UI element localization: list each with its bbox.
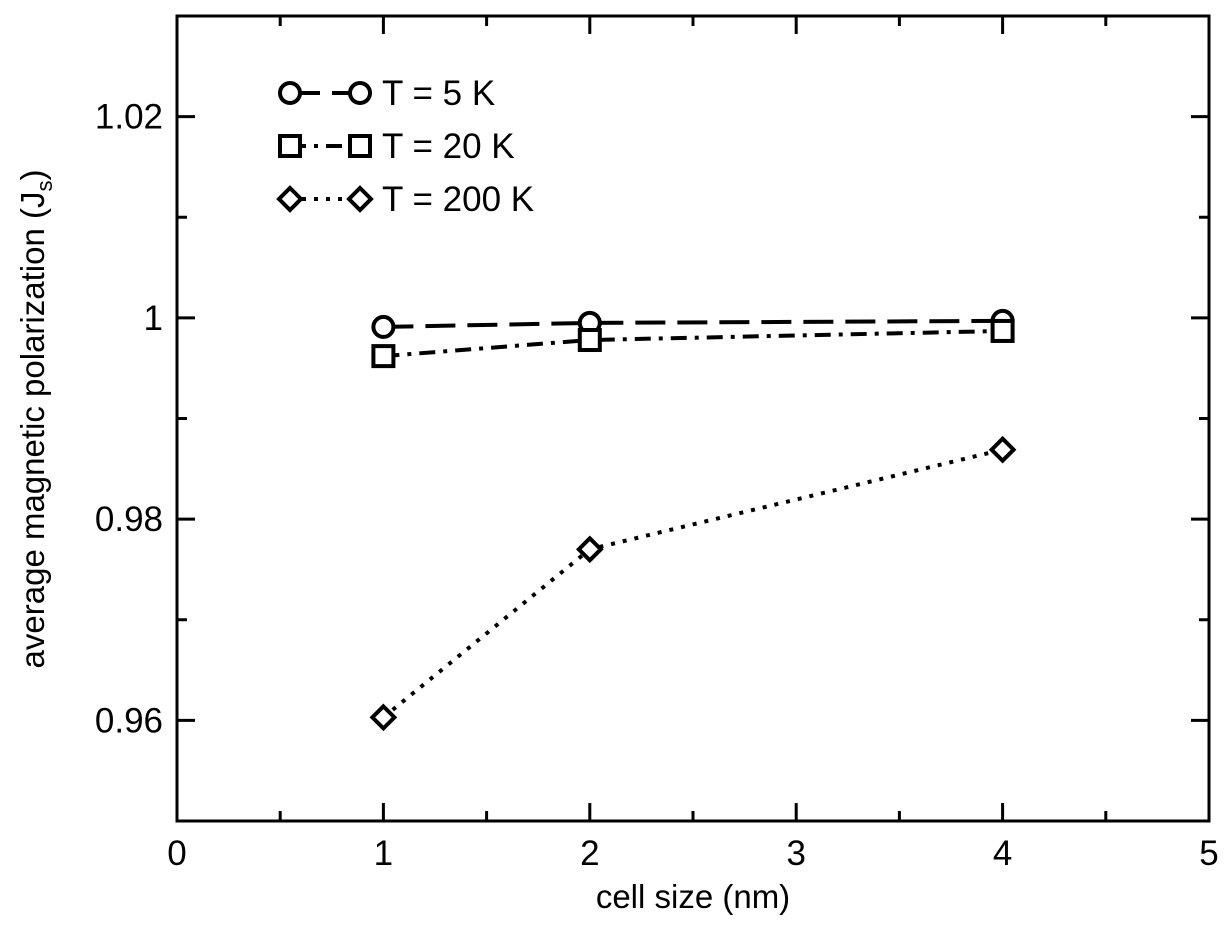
series-lines xyxy=(382,318,1004,719)
y-tick-label: 0.98 xyxy=(95,500,163,539)
legend-marker-3 xyxy=(276,185,304,213)
x-tick-label: 3 xyxy=(786,834,805,873)
x-tick-label: 5 xyxy=(1199,834,1218,873)
series-1-point xyxy=(371,314,396,339)
series-markers xyxy=(369,308,1017,732)
x-tick-label: 1 xyxy=(374,834,393,873)
tick-marks xyxy=(175,16,1211,821)
legend-marker-1 xyxy=(278,81,302,105)
series-line-3 xyxy=(382,447,1004,719)
legend-label-3: T = 200 K xyxy=(382,180,534,219)
legend: T = 5 K T = 20 K T = 200 K xyxy=(276,74,534,219)
plot-frame xyxy=(175,14,1211,823)
series-2-point xyxy=(990,318,1015,343)
legend-marker-3 xyxy=(346,185,374,213)
legend-label-1: T = 5 K xyxy=(382,74,495,113)
x-tick-label: 4 xyxy=(993,834,1012,873)
x-tick-label: 0 xyxy=(167,834,186,873)
y-axis-label-subscript: s xyxy=(32,181,57,192)
series-line-1 xyxy=(383,318,1003,329)
x-axis-label: cell size (nm) xyxy=(596,878,790,915)
y-tick-label: 0.96 xyxy=(95,701,163,740)
series-line-2 xyxy=(383,328,1003,359)
y-tick-label: 1.02 xyxy=(95,98,163,137)
y-tick-label: 1 xyxy=(144,299,163,338)
series-3-point xyxy=(369,703,398,732)
y-axis-label-close: ) xyxy=(14,170,51,181)
legend-marker-1 xyxy=(348,81,372,105)
series-3-point xyxy=(575,535,604,564)
y-axis-label: average magnetic polarization (Js) xyxy=(14,170,57,669)
y-axis-label-main: average magnetic polarization (J xyxy=(14,192,51,669)
x-tick-label: 2 xyxy=(580,834,599,873)
series-3-point xyxy=(988,435,1017,464)
legend-marker-2 xyxy=(348,134,372,158)
legend-label-2: T = 20 K xyxy=(382,127,515,166)
series-2-point xyxy=(577,328,602,353)
tick-labels: 0 1 2 3 4 5 0.96 0.98 1 1.02 xyxy=(95,98,1219,873)
series-2-point xyxy=(371,344,396,369)
legend-marker-2 xyxy=(278,134,302,158)
